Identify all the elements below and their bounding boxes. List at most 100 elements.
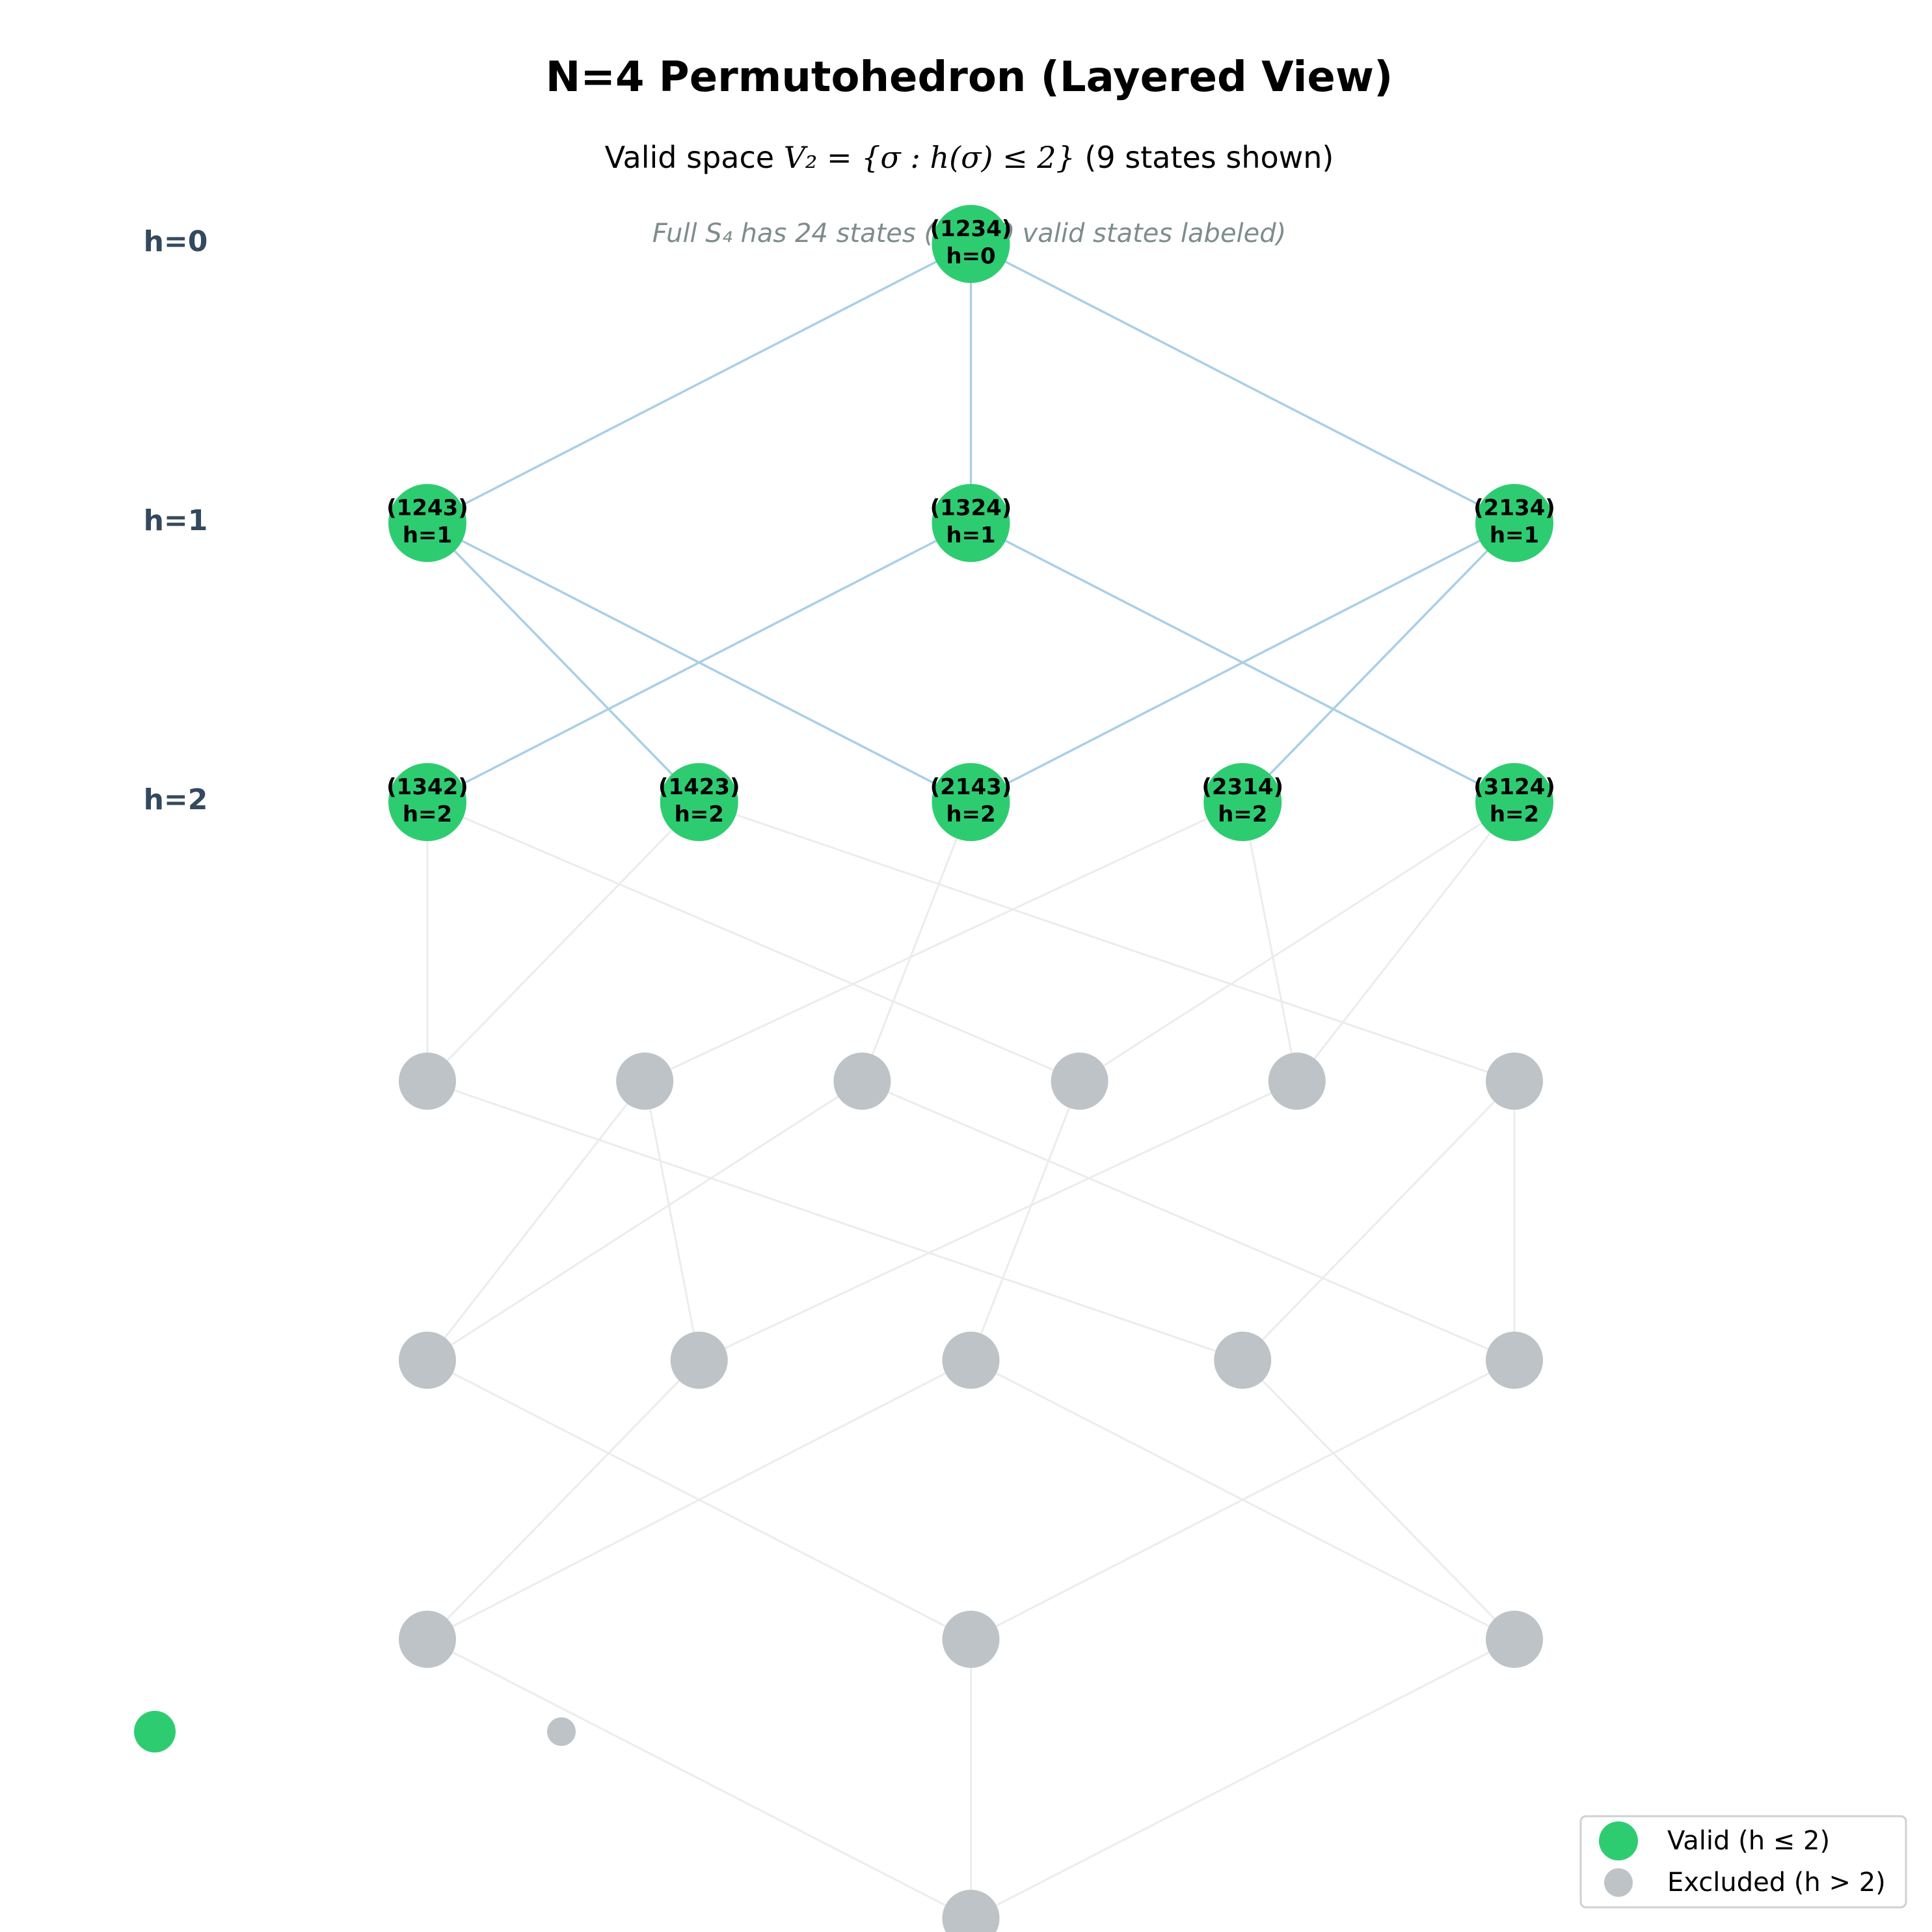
- excluded-node: [1486, 1332, 1543, 1389]
- excluded-node: [399, 1053, 456, 1110]
- chart-title: N=4 Permutohedron (Layered View): [546, 53, 1393, 101]
- node-height-label: h=2: [403, 801, 452, 827]
- excluded-edge: [644, 801, 1243, 1082]
- stray-valid-marker: [134, 1711, 176, 1752]
- valid-edge: [426, 522, 701, 803]
- excluded-node: [1268, 1053, 1326, 1110]
- valid-node-1423: (1423)h=2: [658, 763, 740, 841]
- excluded-node: [942, 1332, 1000, 1389]
- node-height-label: h=2: [1218, 801, 1267, 827]
- legend-box: [1579, 1815, 1907, 1909]
- excluded-edge: [861, 1080, 1515, 1362]
- excluded-node: [942, 1611, 1000, 1668]
- valid-node-2314: (2314)h=2: [1201, 763, 1283, 841]
- valid-node-circle: [660, 763, 738, 841]
- layer-label-h2: h=2: [144, 783, 208, 816]
- valid-node-1342: (1342)h=2: [386, 763, 468, 841]
- subtitle-math: V₂ = {σ : h(σ) ≤ 2}: [784, 140, 1075, 175]
- excluded-edge: [1079, 801, 1515, 1082]
- excluded-edges: [426, 801, 1516, 1920]
- excluded-edge: [427, 1638, 972, 1920]
- node-height-label: h=1: [946, 522, 995, 548]
- layer-label-h0: h=0: [144, 225, 208, 258]
- excluded-node: [616, 1053, 674, 1110]
- node-height-label: h=2: [675, 801, 724, 827]
- excluded-edge: [1242, 1080, 1516, 1362]
- excluded-edge: [426, 1080, 646, 1361]
- excluded-node: [942, 1890, 1000, 1932]
- excluded-edge: [970, 1080, 1080, 1361]
- node-permutation-label: (2143): [930, 774, 1012, 800]
- excluded-node: [670, 1332, 728, 1389]
- node-height-label: h=1: [403, 522, 452, 548]
- valid-edge: [970, 243, 1515, 524]
- valid-node-1243: (1243)h=1: [386, 484, 468, 562]
- node-height-label: h=1: [1490, 522, 1539, 548]
- legend-valid-marker: [1599, 1821, 1638, 1860]
- subtitle-suffix: (9 states shown): [1075, 140, 1334, 175]
- node-permutation-label: (3124): [1473, 774, 1555, 800]
- excluded-node: [1214, 1332, 1272, 1389]
- node-permutation-label: (2134): [1473, 495, 1555, 521]
- excluded-node: [1051, 1053, 1108, 1110]
- node-permutation-label: (1234): [930, 216, 1012, 242]
- excluded-edge: [861, 801, 972, 1082]
- node-height-label: h=2: [946, 801, 995, 827]
- chart-subtitle: Valid space V₂ = {σ : h(σ) ≤ 2} (9 state…: [605, 140, 1334, 175]
- node-permutation-label: (1324): [930, 495, 1012, 521]
- valid-node-2134: (2134)h=1: [1473, 484, 1555, 562]
- valid-node-circle: [388, 763, 466, 841]
- valid-edge: [1241, 522, 1516, 803]
- node-permutation-label: (1243): [386, 495, 468, 521]
- excluded-node: [399, 1332, 456, 1389]
- legend-excluded-label: Excluded (h > 2): [1667, 1868, 1886, 1898]
- valid-nodes: (1234)h=0(1243)h=1(1324)h=1(2134)h=1(134…: [386, 205, 1555, 841]
- node-permutation-label: (1423): [658, 774, 740, 800]
- valid-edges: [426, 243, 1516, 803]
- valid-node-3124: (3124)h=2: [1473, 763, 1555, 841]
- excluded-edge: [426, 1359, 700, 1641]
- legend-valid-label: Valid (h ≤ 2): [1667, 1826, 1830, 1856]
- valid-node-circle: [1475, 484, 1553, 562]
- legend: Valid (h ≤ 2) Excluded (h > 2): [1579, 1815, 1907, 1909]
- excluded-edge: [1242, 1359, 1516, 1641]
- legend-excluded-marker: [1604, 1868, 1633, 1897]
- excluded-edge: [427, 1359, 972, 1641]
- excluded-nodes: [399, 1053, 1543, 1932]
- subtitle-prefix: Valid space: [605, 140, 784, 175]
- excluded-edge: [699, 801, 1515, 1082]
- excluded-edge: [427, 1080, 863, 1362]
- stray-excluded-marker: [547, 1717, 576, 1746]
- excluded-node: [833, 1053, 891, 1110]
- valid-node-1234: (1234)h=0: [930, 205, 1012, 283]
- excluded-edge: [427, 1080, 1243, 1362]
- excluded-edge: [970, 1359, 1515, 1641]
- node-height-label: h=2: [1490, 801, 1539, 827]
- valid-edge: [427, 522, 972, 803]
- valid-node-circle: [388, 484, 466, 562]
- excluded-edge: [1241, 801, 1298, 1082]
- node-height-label: h=0: [946, 243, 995, 269]
- valid-node-1324: (1324)h=1: [930, 484, 1012, 562]
- node-permutation-label: (2314): [1201, 774, 1283, 800]
- valid-edge: [970, 522, 1515, 803]
- excluded-node: [399, 1611, 456, 1668]
- valid-node-circle: [932, 763, 1010, 841]
- excluded-edge: [970, 1638, 1515, 1920]
- excluded-edge: [699, 1080, 1298, 1362]
- node-permutation-label: (1342): [386, 774, 468, 800]
- valid-node-2143: (2143)h=2: [930, 763, 1012, 841]
- excluded-edge: [1296, 801, 1516, 1082]
- valid-node-circle: [932, 205, 1010, 283]
- valid-node-circle: [1475, 763, 1553, 841]
- excluded-node: [1486, 1053, 1543, 1110]
- excluded-node: [1486, 1611, 1543, 1668]
- valid-node-circle: [1203, 763, 1282, 841]
- layer-label-h1: h=1: [144, 504, 208, 537]
- excluded-edge: [427, 801, 1080, 1082]
- excluded-edge: [643, 1080, 701, 1361]
- valid-edge: [427, 243, 972, 524]
- valid-node-circle: [932, 484, 1010, 562]
- excluded-edge: [426, 801, 700, 1082]
